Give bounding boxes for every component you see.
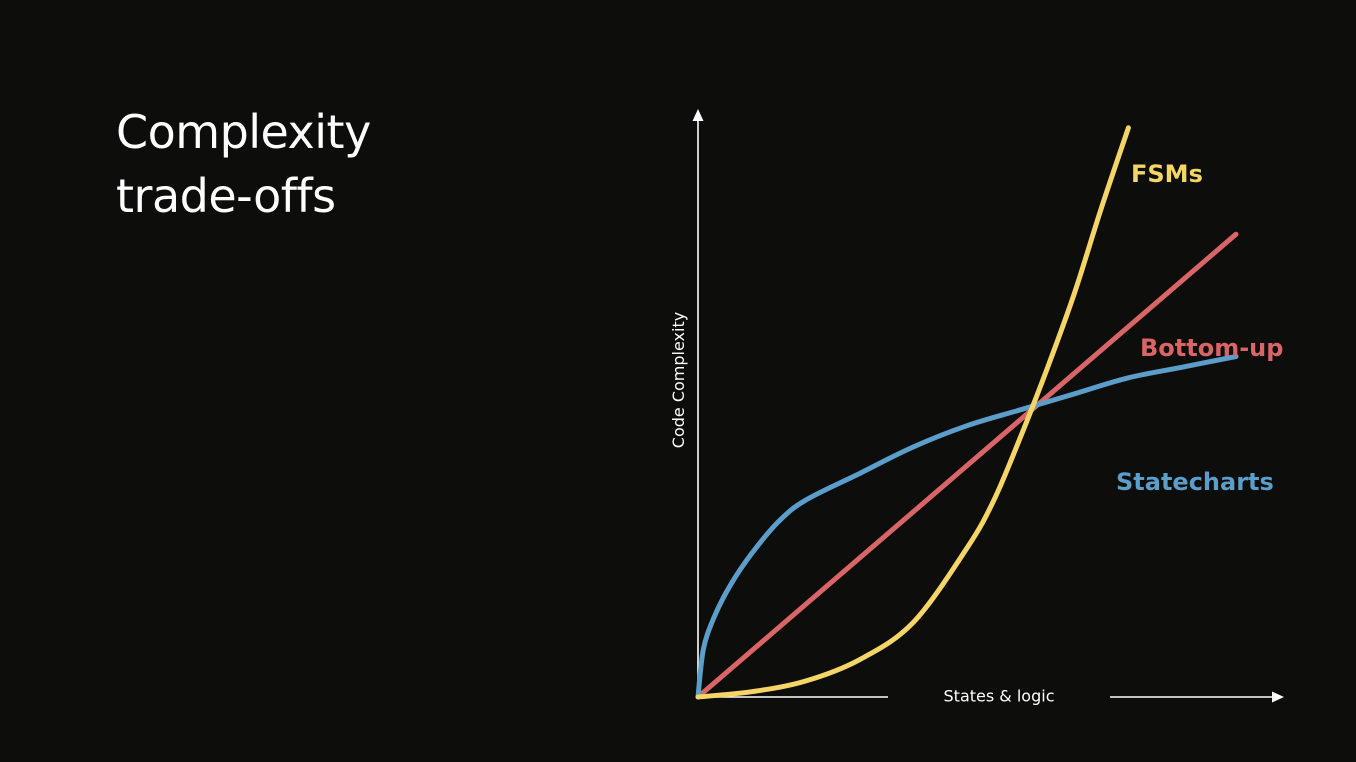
x-axis-label: States & logic	[944, 687, 1055, 706]
series-labels: FSMs Bottom-up Statecharts	[1116, 160, 1283, 496]
chart-axes: States & logic Code Complexity	[669, 109, 1284, 706]
y-axis-label: Code Complexity	[669, 312, 688, 448]
x-axis-arrowhead	[1272, 691, 1284, 703]
slide-title-line-1: Complexity	[116, 105, 371, 159]
series-line-bottom-up	[695, 231, 1239, 700]
y-axis-arrowhead	[692, 109, 704, 121]
series-label-fsms: FSMs	[1131, 160, 1203, 188]
slide-title-line-2: trade-offs	[116, 169, 336, 223]
series-lines	[695, 125, 1239, 700]
series-label-bottom-up: Bottom-up	[1140, 334, 1283, 362]
series-line-fsms	[695, 125, 1131, 700]
series-label-statecharts: Statecharts	[1116, 468, 1274, 496]
slide-title: Complexity trade-offs	[116, 100, 371, 228]
series-line-statecharts	[695, 354, 1239, 700]
